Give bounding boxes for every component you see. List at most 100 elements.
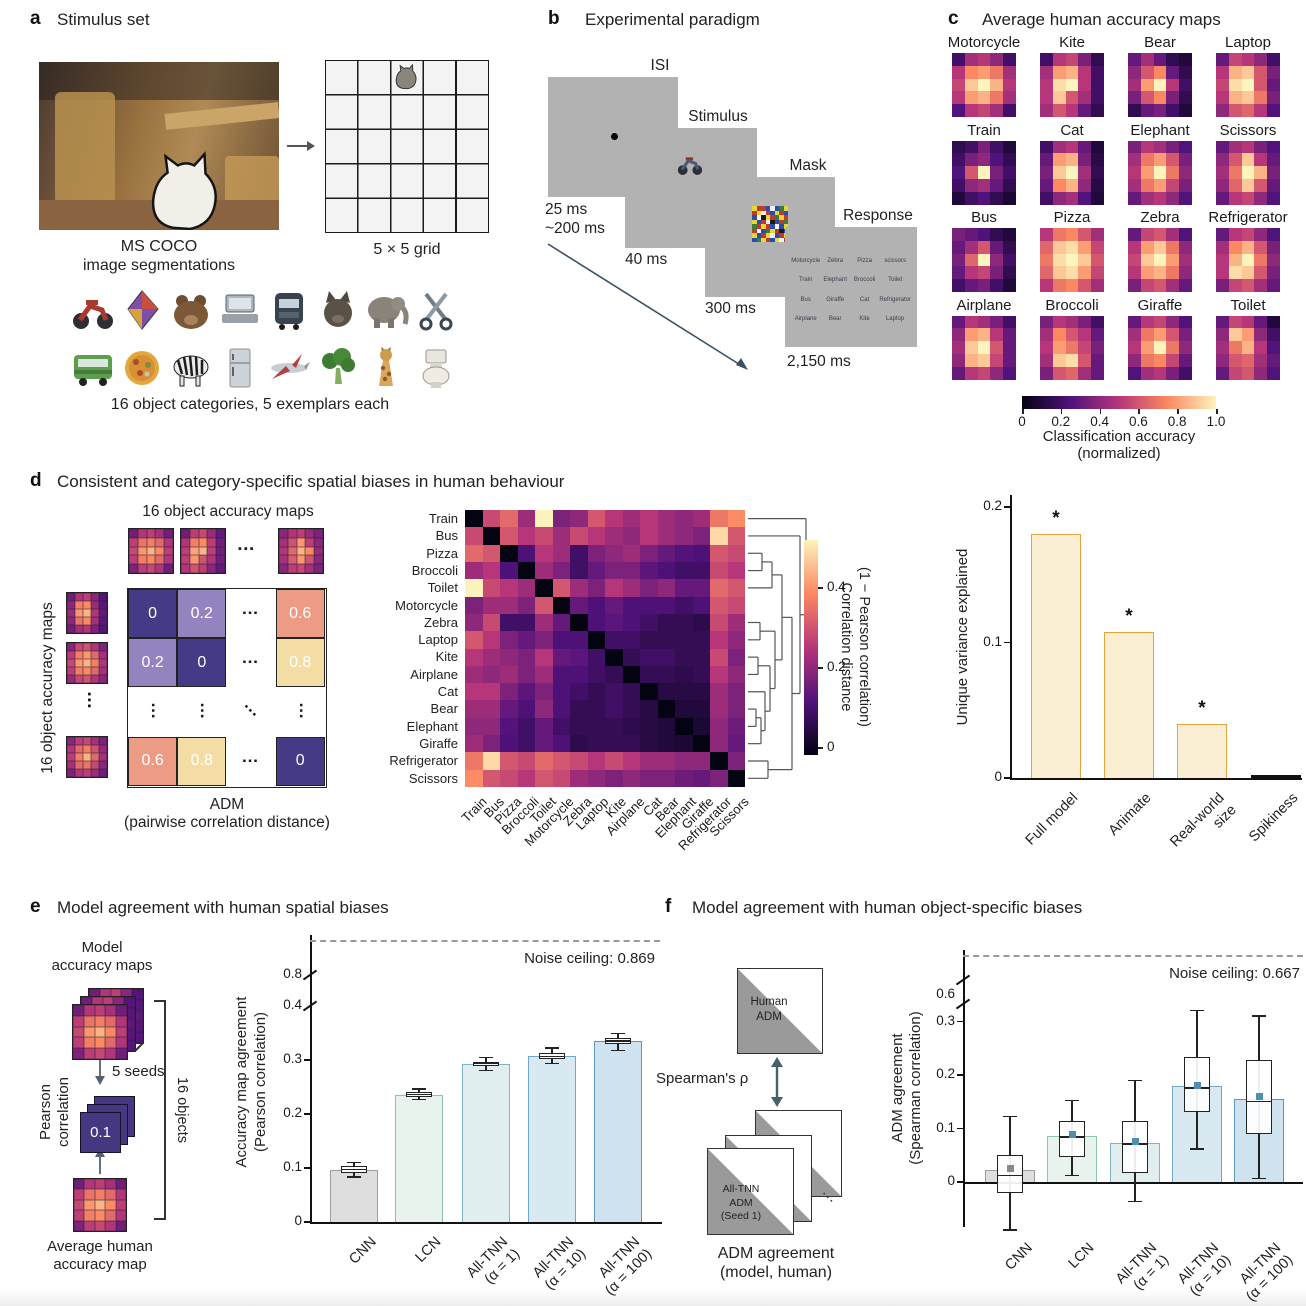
heatmap-cell [990, 253, 1004, 267]
accuracy-map-refrigerator [1216, 228, 1280, 292]
matrix-cell [500, 665, 518, 684]
matrix-cell [675, 648, 693, 666]
matrix-cell [710, 527, 728, 545]
accuracy-map-label: Scissors [1219, 121, 1277, 139]
heatmap-cell [1091, 366, 1104, 380]
five-by-five-grid [325, 60, 489, 233]
adm-left-label: 16 object accuracy maps [39, 602, 56, 774]
matrix-cell [727, 596, 745, 614]
heatmap-cell [964, 78, 978, 92]
arrow-photo-to-grid-head [307, 141, 315, 151]
mask-tile [779, 210, 784, 215]
heatmap-cell [1003, 178, 1016, 192]
mask-tile [779, 219, 784, 224]
mask-tile [779, 228, 784, 233]
matrix-cell [710, 544, 728, 562]
colorbar-caption-2: (normalized) [1077, 445, 1161, 462]
matrix-cell [622, 700, 640, 718]
heatmap-cell [1179, 53, 1192, 66]
heatmap-cell [1003, 353, 1016, 367]
heatmap-cell [1179, 253, 1192, 267]
heatmap-cell [1216, 65, 1229, 79]
e-bar [395, 1094, 443, 1222]
heatmap-cell [1241, 353, 1255, 367]
heatmap-cell [1228, 253, 1242, 267]
heatmap-cell [977, 266, 991, 280]
heatmap-cell [1179, 191, 1192, 205]
colorbar-tick-label: 0 [1018, 414, 1026, 429]
heatmap-cell [1003, 240, 1016, 254]
matrix-cell [587, 717, 605, 736]
e-tick-label: 0.3 [283, 1051, 302, 1066]
matrix-cell [657, 717, 675, 736]
matrix-cell [605, 665, 623, 684]
f-xaxis [963, 1182, 1303, 1184]
heatmap-cell [1228, 328, 1242, 342]
heatmap-cell [1052, 65, 1066, 79]
adm-cell: ▪▪▪ [294, 703, 306, 721]
matrix-cell [500, 683, 518, 701]
heatmap-cell [964, 353, 978, 367]
adm-top-label: 16 object accuracy maps [142, 503, 314, 520]
heatmap-cell [99, 753, 107, 761]
matrix-cell [727, 510, 745, 528]
matrix-cell [640, 717, 658, 736]
matrix-cell [465, 561, 483, 580]
heatmap-cell [1254, 279, 1268, 292]
heatmap-cell [977, 341, 991, 354]
heatmap-cell [990, 328, 1004, 342]
heatmap-cell [1216, 279, 1229, 292]
matrix-cell [727, 683, 745, 701]
matrix-cell [605, 613, 623, 632]
matrix-cell [535, 683, 553, 701]
f-whisker-cap [1003, 1229, 1017, 1231]
heatmap-cell [952, 178, 965, 192]
heatmap-cell [990, 353, 1004, 367]
heatmap-cell [952, 341, 965, 354]
heatmap-cell [977, 328, 991, 342]
mask-tile [761, 206, 766, 211]
matrix-cell [710, 613, 728, 632]
heatmap-cell [1216, 140, 1229, 154]
photo-chair [55, 92, 115, 204]
heatmap-cell [1228, 240, 1242, 254]
e-tick [304, 1221, 310, 1223]
mask-tile [779, 215, 784, 220]
matrix-cell [605, 579, 623, 597]
heatmap-cell [990, 240, 1004, 254]
matrix-cell [482, 648, 500, 666]
matrix-cell [570, 700, 588, 718]
trial-sequence-arrow [547, 243, 748, 370]
heatmap-cell [115, 1210, 126, 1221]
matrix-cell [727, 769, 745, 787]
adm-cell: 0.2 [177, 589, 227, 639]
heatmap-cell [990, 91, 1004, 105]
adm-mini-left-2 [66, 642, 108, 684]
accuracy-map-train [952, 140, 1016, 205]
heatmap-cell [83, 745, 91, 753]
matrix-cell [622, 544, 640, 562]
heatmap-cell [1065, 65, 1079, 79]
matrix-cell [587, 631, 605, 649]
matrix-cell [657, 510, 675, 528]
heatmap-cell [1153, 53, 1167, 66]
heatmap-cell [977, 53, 991, 66]
matrix-cell [500, 561, 518, 580]
heatmap-cell [964, 53, 978, 66]
matrix-cell [587, 596, 605, 614]
heatmap-cell [1040, 353, 1053, 367]
mask-tile [761, 215, 766, 220]
heatmap-cell [964, 228, 978, 241]
matrix-cell [552, 700, 570, 718]
matrix-cell [500, 510, 518, 528]
matrix-cell [552, 769, 570, 787]
mask-tile [783, 215, 788, 220]
matrix-cell [552, 717, 570, 736]
colorbar-tick [1060, 409, 1063, 414]
heatmap-cell [83, 737, 91, 745]
heatmap-cell [1065, 53, 1079, 66]
matrix-cell [535, 769, 553, 787]
panel-d-title: Consistent and category-specific spatial… [57, 472, 565, 491]
mask-tile [774, 219, 779, 224]
matrix-cell [517, 613, 535, 632]
